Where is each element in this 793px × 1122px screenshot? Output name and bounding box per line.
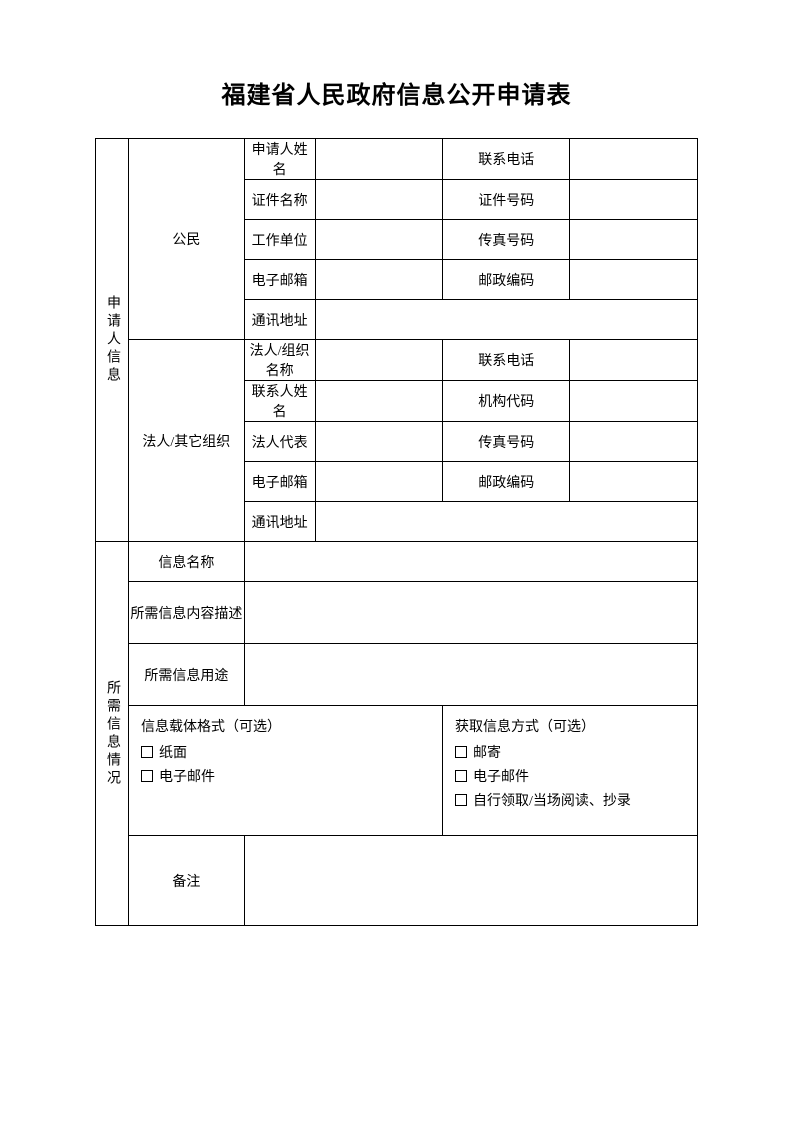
label-postal: 邮政编码 bbox=[442, 260, 569, 300]
value-fax bbox=[570, 220, 698, 260]
org-label: 法人/其它组织 bbox=[129, 340, 245, 542]
format-title: 信息载体格式（可选） bbox=[141, 716, 430, 736]
label-info-purpose: 所需信息用途 bbox=[129, 644, 245, 706]
value-info-desc bbox=[244, 582, 697, 644]
method-opt2-label: 电子邮件 bbox=[473, 770, 529, 785]
method-options-cell: 获取信息方式（可选） 邮寄 电子邮件 自行领取/当场阅读、抄录 bbox=[442, 706, 697, 836]
checkbox-icon bbox=[455, 794, 467, 806]
label-info-name: 信息名称 bbox=[129, 542, 245, 582]
checkbox-icon bbox=[455, 746, 467, 758]
value-orgcode bbox=[570, 381, 698, 422]
label-phone: 联系电话 bbox=[442, 139, 569, 180]
format-opt2-label: 电子邮件 bbox=[159, 770, 215, 785]
method-opt1-label: 邮寄 bbox=[473, 746, 501, 761]
label-legalrep: 法人代表 bbox=[244, 422, 315, 462]
label-email: 电子邮箱 bbox=[244, 260, 315, 300]
value-legalrep bbox=[315, 422, 442, 462]
value-org-address bbox=[315, 502, 697, 542]
value-address bbox=[315, 300, 697, 340]
value-email bbox=[315, 260, 442, 300]
label-fax: 传真号码 bbox=[442, 220, 569, 260]
value-workunit bbox=[315, 220, 442, 260]
label-org-postal: 邮政编码 bbox=[442, 462, 569, 502]
label-address: 通讯地址 bbox=[244, 300, 315, 340]
label-workunit: 工作单位 bbox=[244, 220, 315, 260]
value-applicant-name bbox=[315, 139, 442, 180]
method-opt3-label: 自行领取/当场阅读、抄录 bbox=[473, 794, 631, 809]
checkbox-icon bbox=[141, 746, 153, 758]
application-form-table: 申请人信息 公民 申请人姓名 联系电话 证件名称 证件号码 工作单位 传真号码 … bbox=[95, 138, 698, 926]
value-org-phone bbox=[570, 340, 698, 381]
value-org-name bbox=[315, 340, 442, 381]
label-idnumber: 证件号码 bbox=[442, 180, 569, 220]
value-idnumber bbox=[570, 180, 698, 220]
checkbox-icon bbox=[141, 770, 153, 782]
label-org-fax: 传真号码 bbox=[442, 422, 569, 462]
value-org-fax bbox=[570, 422, 698, 462]
value-idtype bbox=[315, 180, 442, 220]
label-remark: 备注 bbox=[129, 836, 245, 926]
method-option-pickup[interactable]: 自行领取/当场阅读、抄录 bbox=[455, 790, 685, 810]
label-org-phone: 联系电话 bbox=[442, 340, 569, 381]
method-option-email[interactable]: 电子邮件 bbox=[455, 766, 685, 786]
value-postal bbox=[570, 260, 698, 300]
method-option-mail[interactable]: 邮寄 bbox=[455, 742, 685, 762]
value-remark bbox=[244, 836, 697, 926]
value-contact bbox=[315, 381, 442, 422]
format-opt1-label: 纸面 bbox=[159, 746, 187, 761]
value-org-email bbox=[315, 462, 442, 502]
format-option-paper[interactable]: 纸面 bbox=[141, 742, 430, 762]
label-applicant-name: 申请人姓名 bbox=[244, 139, 315, 180]
label-org-name: 法人/组织名称 bbox=[244, 340, 315, 381]
format-option-email[interactable]: 电子邮件 bbox=[141, 766, 430, 786]
citizen-label: 公民 bbox=[129, 139, 245, 340]
format-options-cell: 信息载体格式（可选） 纸面 电子邮件 bbox=[129, 706, 443, 836]
value-info-name bbox=[244, 542, 697, 582]
label-orgcode: 机构代码 bbox=[442, 381, 569, 422]
value-phone bbox=[570, 139, 698, 180]
section2-header: 所需信息情况 bbox=[96, 542, 129, 926]
section1-header: 申请人信息 bbox=[96, 139, 129, 542]
label-contact: 联系人姓名 bbox=[244, 381, 315, 422]
value-org-postal bbox=[570, 462, 698, 502]
checkbox-icon bbox=[455, 770, 467, 782]
value-info-purpose bbox=[244, 644, 697, 706]
form-title: 福建省人民政府信息公开申请表 bbox=[95, 75, 698, 110]
label-idtype: 证件名称 bbox=[244, 180, 315, 220]
label-org-address: 通讯地址 bbox=[244, 502, 315, 542]
method-title: 获取信息方式（可选） bbox=[455, 716, 685, 736]
label-info-desc: 所需信息内容描述 bbox=[129, 582, 245, 644]
label-org-email: 电子邮箱 bbox=[244, 462, 315, 502]
